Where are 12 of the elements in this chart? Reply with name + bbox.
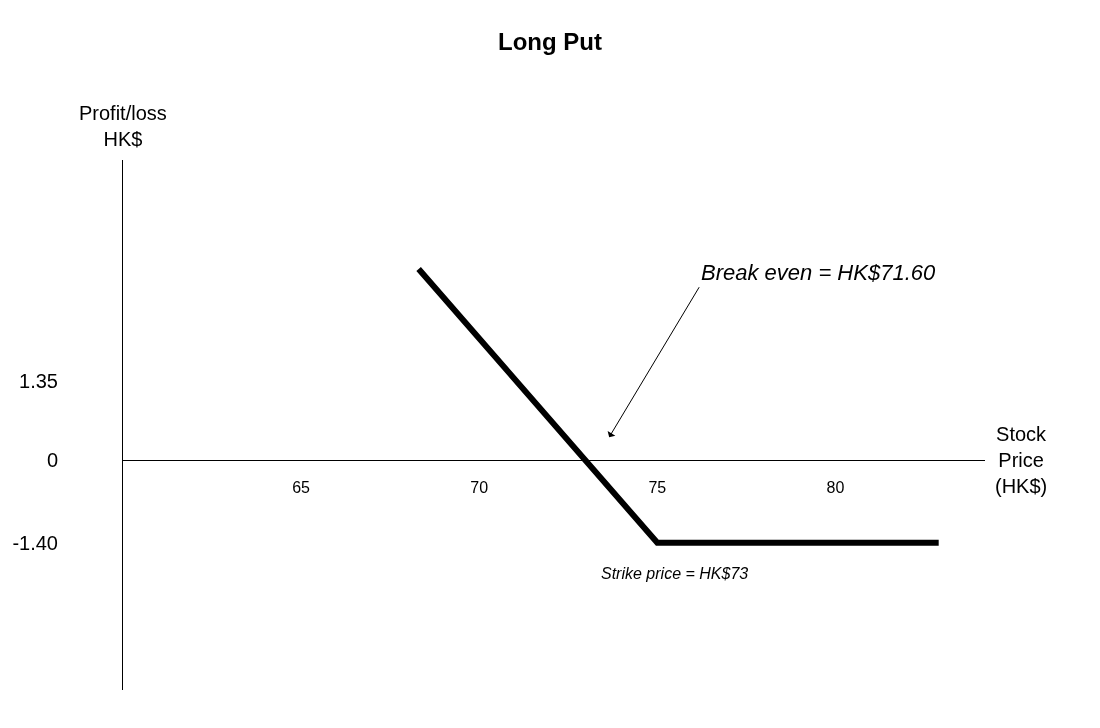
x-tick-label: 65 [292,478,311,496]
x-tick-label: 80 [826,478,845,496]
y-tick-label: 1.35 [19,369,58,392]
x-tick-label: 75 [648,478,667,496]
annotation: Break even = HK$71.60 [701,260,936,285]
y-tick-label: -1.40 [12,531,58,554]
x-tick-label: 70 [470,478,489,496]
y-axis-title: Profit/loss HK$ [79,102,167,150]
y-tick-label: 0 [46,449,58,472]
chart-title: Long Put [498,27,602,55]
annotation: Strike price = HK$73 [601,565,749,582]
x-axis-title: Stock Price (HK$) [995,423,1048,497]
